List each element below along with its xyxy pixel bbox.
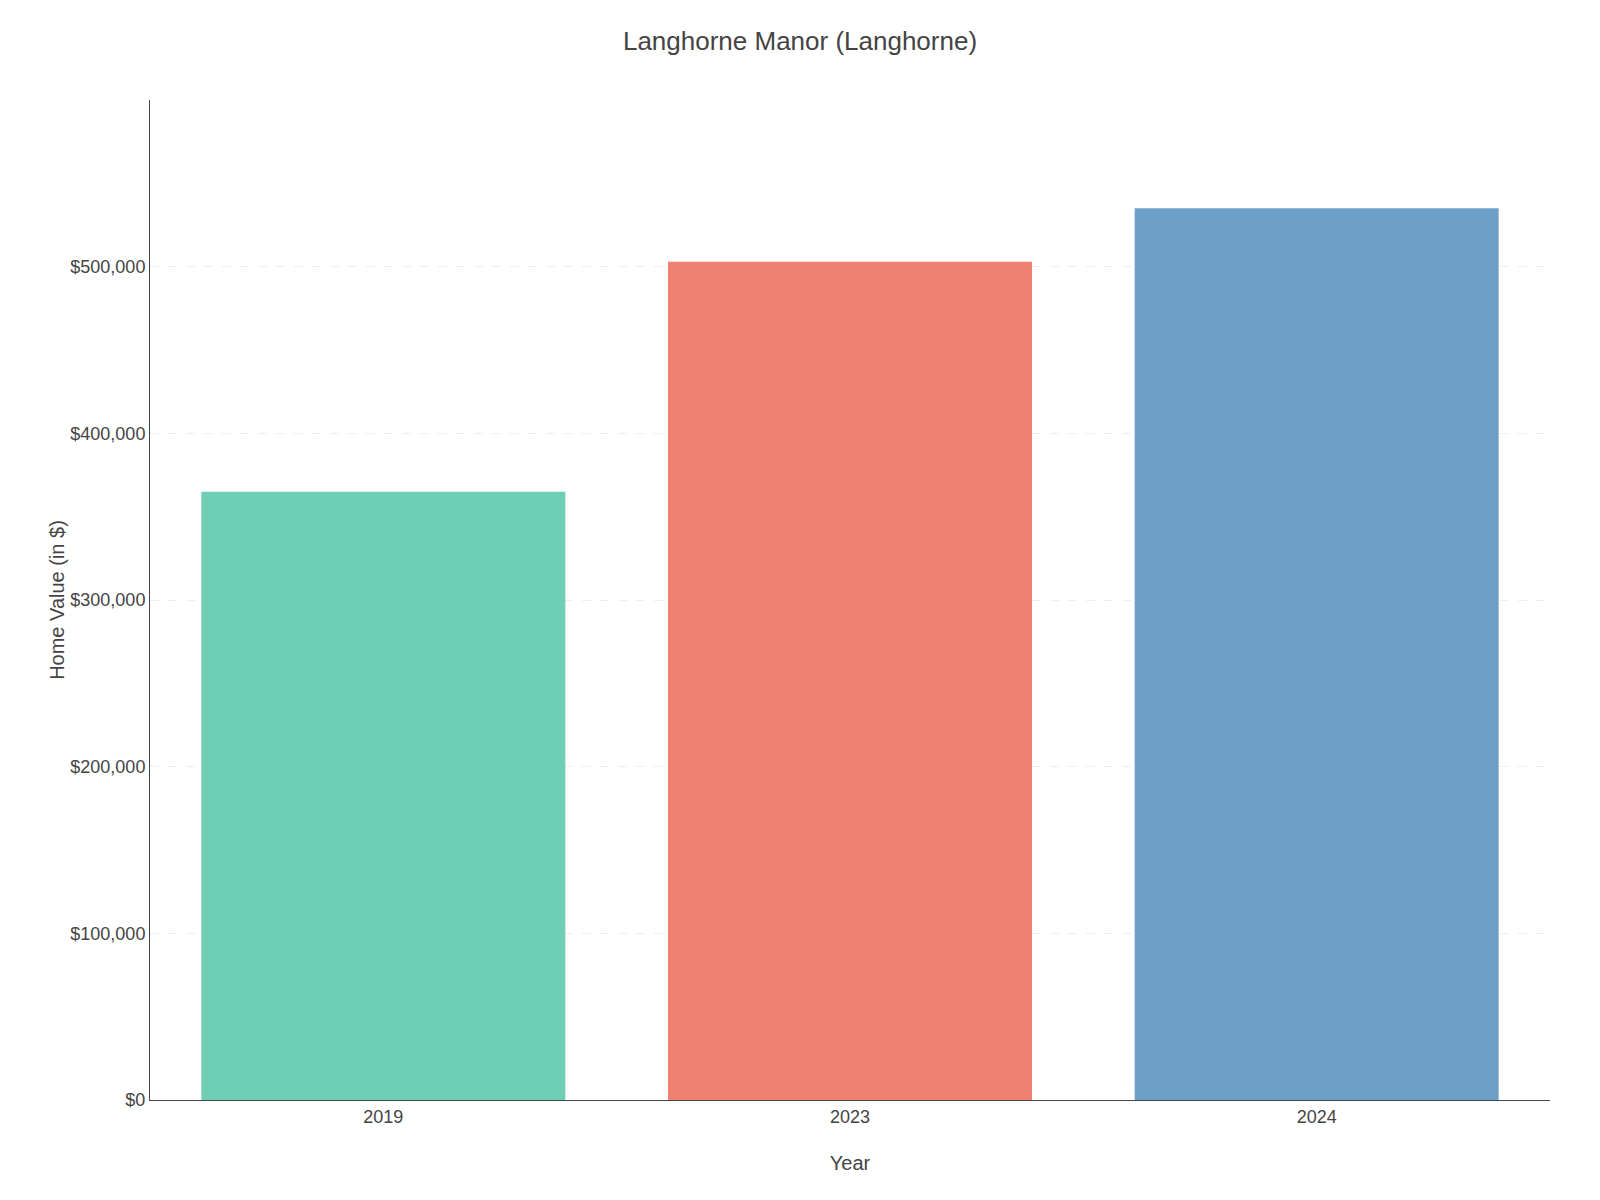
svg-text:2023: 2023 <box>830 1107 870 1127</box>
svg-text:$200,000: $200,000 <box>70 757 145 777</box>
svg-text:2019: 2019 <box>363 1107 403 1127</box>
svg-text:$0: $0 <box>125 1090 145 1110</box>
svg-text:Langhorne Manor (Langhorne): Langhorne Manor (Langhorne) <box>623 26 977 56</box>
svg-text:$100,000: $100,000 <box>70 924 145 944</box>
svg-text:Year: Year <box>830 1152 871 1174</box>
svg-text:2024: 2024 <box>1297 1107 1337 1127</box>
svg-text:Home Value (in $): Home Value (in $) <box>46 520 68 680</box>
svg-text:$400,000: $400,000 <box>70 424 145 444</box>
svg-text:$300,000: $300,000 <box>70 590 145 610</box>
svg-text:$500,000: $500,000 <box>70 257 145 277</box>
